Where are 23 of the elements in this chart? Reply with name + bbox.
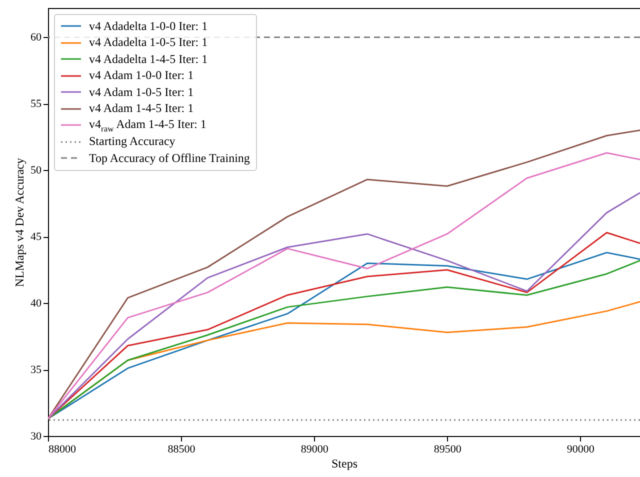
legend-label: v4 Adam 1-4-5 Iter: 1 bbox=[89, 101, 194, 116]
legend-label: v4 Adadelta 1-0-0 Iter: 1 bbox=[89, 18, 208, 34]
legend-label: Top Accuracy of Offline Training bbox=[89, 150, 250, 166]
legend-label: v4 Adadelta 1-0-5 Iter: 1 bbox=[89, 35, 208, 50]
x-axis-title: Steps bbox=[331, 456, 358, 470]
legend-label: v4 Adadelta 1-4-5 Iter: 1 bbox=[89, 52, 208, 67]
y-tick-label: 35 bbox=[30, 364, 42, 376]
legend-label: v4 Adam 1-0-5 Iter: 1 bbox=[89, 84, 194, 100]
x-tick-label: 89500 bbox=[434, 444, 462, 456]
x-tick-label: 88000 bbox=[48, 444, 76, 456]
y-axis-title: NLMaps v4 Dev Accuracy bbox=[12, 158, 26, 287]
y-tick-label: 55 bbox=[30, 98, 42, 110]
y-tick-label: 50 bbox=[30, 164, 42, 177]
x-tick-label: 88500 bbox=[168, 444, 196, 456]
legend-label: Starting Accuracy bbox=[89, 134, 176, 150]
legend-label: v4$_{raw}$ Adam 1-4-5 Iter: 1 bbox=[89, 117, 206, 134]
x-tick-label: 90000 bbox=[566, 444, 595, 456]
y-tick-label: 30 bbox=[30, 430, 42, 442]
y-tick-label: 40 bbox=[30, 298, 42, 310]
x-tick-label: 89000 bbox=[300, 444, 329, 456]
y-tick-label: 45 bbox=[30, 231, 42, 244]
legend-label: v4 Adam 1-0-0 Iter: 1 bbox=[89, 68, 194, 84]
y-tick-label: 60 bbox=[30, 32, 42, 44]
